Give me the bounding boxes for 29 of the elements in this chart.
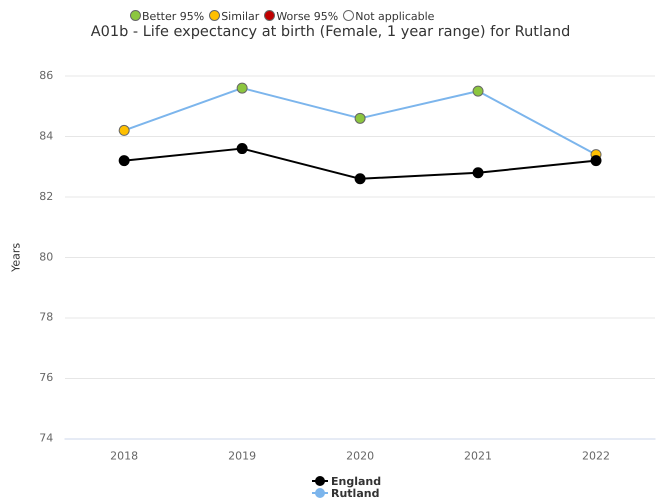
x-tick-label: 2020 bbox=[346, 449, 374, 462]
x-tick-label: 2022 bbox=[582, 449, 610, 462]
y-tick-label: 76 bbox=[39, 371, 54, 384]
point bbox=[236, 82, 248, 94]
point bbox=[236, 143, 248, 154]
point bbox=[472, 86, 484, 97]
y-tick-label: 84 bbox=[39, 129, 54, 142]
text: Not applicable bbox=[354, 10, 434, 23]
text: Similar bbox=[220, 10, 260, 23]
y-tick-label: 74 bbox=[39, 432, 54, 445]
x-tick-label: 2018 bbox=[110, 449, 138, 462]
y-axis-title: Years bbox=[9, 242, 22, 273]
point bbox=[354, 173, 366, 184]
point bbox=[472, 167, 484, 178]
point bbox=[118, 124, 130, 136]
y-tick-label: 82 bbox=[39, 190, 54, 203]
text: Better 95% bbox=[141, 10, 204, 23]
point bbox=[354, 112, 366, 124]
legend-label: Rutland bbox=[330, 487, 380, 499]
text: Worse 95% bbox=[275, 10, 338, 23]
y-tick-label: 78 bbox=[39, 310, 54, 324]
y-tick-label: 80 bbox=[39, 250, 54, 264]
legend-label: England bbox=[330, 475, 382, 488]
x-tick-label: 2021 bbox=[464, 449, 492, 462]
point bbox=[118, 155, 130, 166]
x-tick-label: 2019 bbox=[228, 449, 256, 462]
y-tick-label: 86 bbox=[39, 68, 54, 82]
chart-title: A01b - Life expectancy at birth (Female, 1 year range) for Rutland bbox=[90, 24, 572, 40]
point bbox=[590, 155, 602, 166]
